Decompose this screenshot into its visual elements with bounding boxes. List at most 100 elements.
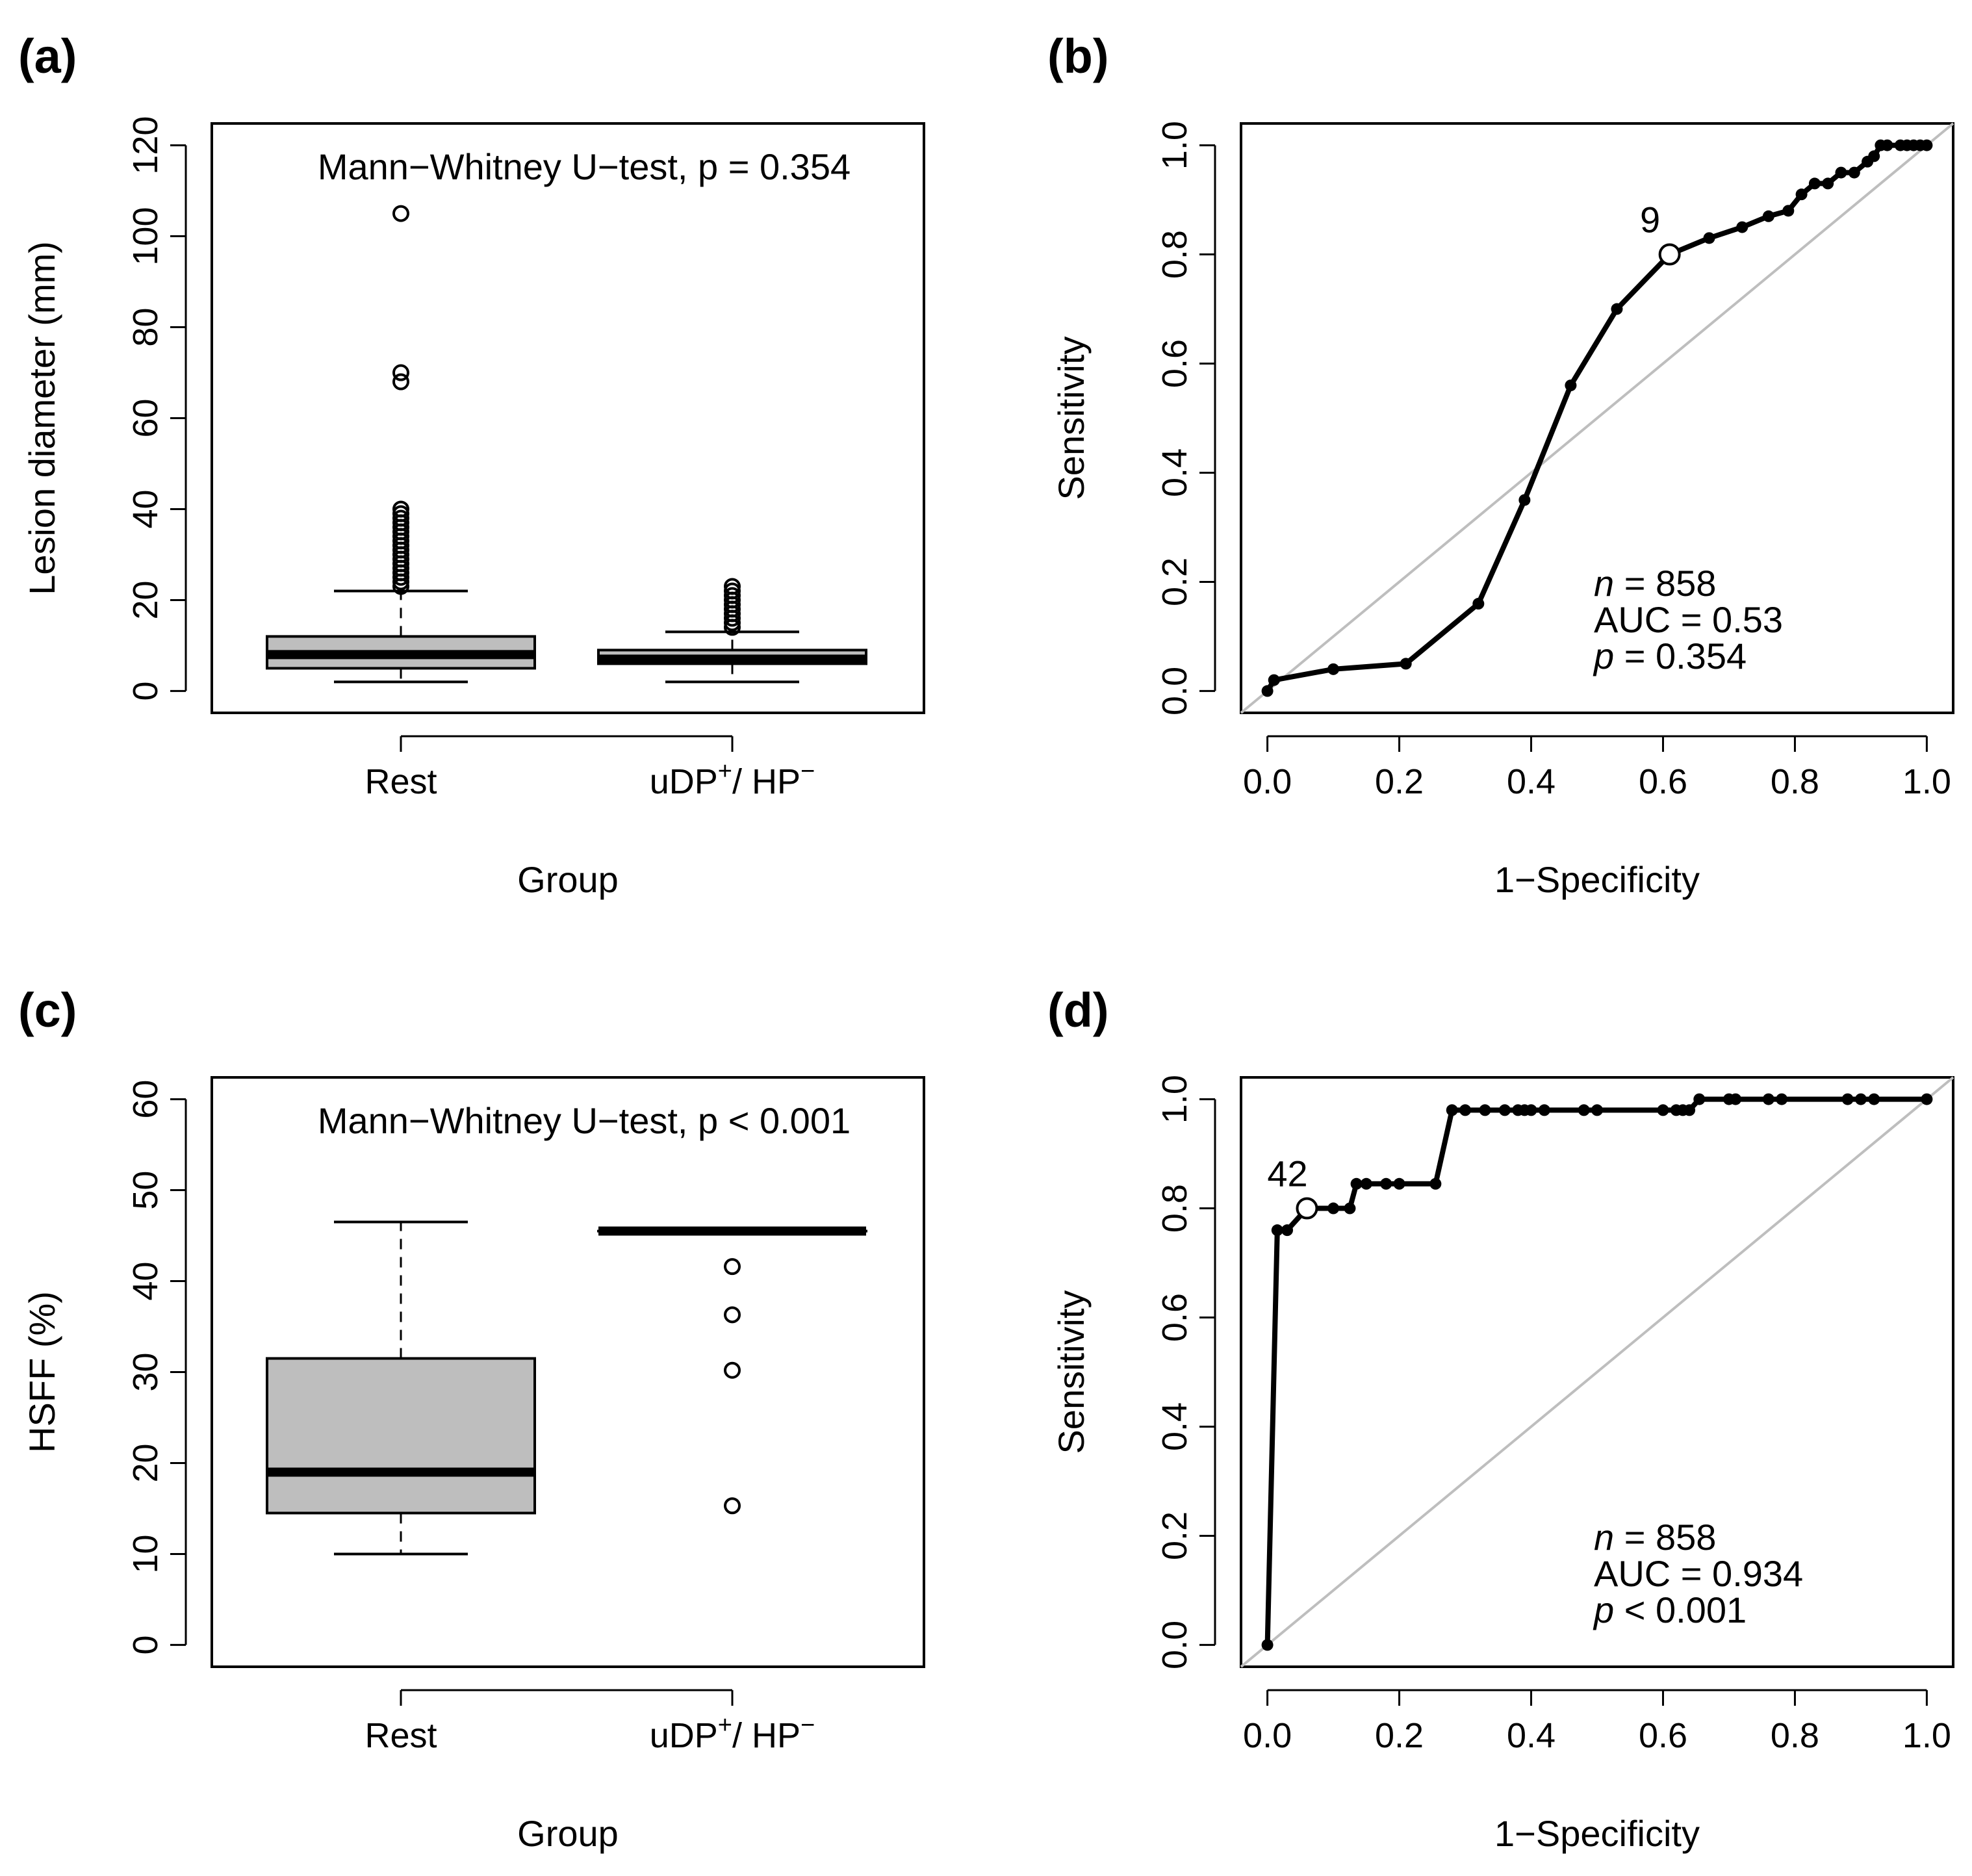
annotation-n-label: n (1594, 1517, 1614, 1558)
panel-a: (a) 0 20 40 60 80 100 120 Lesion diameter (mm) R… (18, 29, 925, 900)
x-axis-title: 1−Specificity (1494, 1813, 1700, 1854)
x-tick-label: 0.2 (1375, 1716, 1424, 1755)
roc-point (1400, 658, 1412, 670)
x-tick-label: 1.0 (1902, 1716, 1951, 1755)
y-tick-label: 20 (126, 580, 165, 619)
outlier-point (724, 1258, 741, 1276)
y-tick-label: 100 (126, 207, 165, 266)
x-tick-label: 0.6 (1639, 762, 1687, 801)
y-tick-label: 0.2 (1155, 1511, 1194, 1560)
x-tick-label-main2: / HP (732, 1716, 800, 1755)
roc-point (1479, 1104, 1491, 1116)
roc-point (1921, 1093, 1933, 1105)
annotation-n: n = 858 (1594, 563, 1716, 604)
x-tick-label-main2: / HP (732, 762, 800, 801)
x-tick-label: 0.0 (1243, 762, 1292, 801)
y-tick-label: 0 (126, 1635, 165, 1654)
box-group (597, 1226, 867, 1515)
plot-frame (1240, 122, 1954, 714)
x-tick-label-main: Rest (365, 762, 437, 801)
outlier-point (392, 205, 409, 222)
y-tick-label: 20 (126, 1443, 165, 1482)
roc-point (1281, 1224, 1294, 1237)
box-group (266, 205, 536, 684)
y-tick-label: 1.0 (1155, 121, 1194, 170)
roc-point (1525, 1104, 1537, 1116)
roc-point (1736, 221, 1748, 233)
x-tick-label-sup: + (718, 1712, 732, 1739)
roc-point (1360, 1177, 1372, 1190)
outlier-point (724, 587, 741, 604)
y-axis-title: Sensitivity (1051, 1290, 1092, 1454)
y-tick-label: 40 (126, 1261, 165, 1300)
cutoff-point (1658, 243, 1681, 266)
roc-point (1472, 598, 1485, 610)
y-tick-label: 0.0 (1155, 667, 1194, 715)
y-tick-label: 0.6 (1155, 1293, 1194, 1342)
annotation-p-value: = 0.354 (1614, 636, 1747, 676)
roc-point (1693, 1093, 1706, 1105)
y-axis: 0 10 20 30 40 50 60 (126, 1080, 187, 1654)
x-tick-label: Rest (365, 762, 437, 801)
roc-point (1684, 1104, 1696, 1116)
roc-point (1344, 1202, 1356, 1214)
roc-point (1841, 1093, 1854, 1105)
roc-point (1393, 1177, 1405, 1190)
outlier-point (392, 509, 409, 527)
roc-point (1762, 210, 1774, 222)
y-tick-label: 0 (126, 681, 165, 700)
outlier-point (392, 500, 409, 518)
roc-point (1565, 379, 1577, 392)
panel-label-d: (d) (1047, 983, 1109, 1037)
annotation-auc: AUC = 0.934 (1594, 1553, 1803, 1594)
roc-point (1350, 1177, 1363, 1190)
y-tick-label: 120 (126, 116, 165, 175)
x-axis-title: Group (517, 859, 619, 900)
x-tick-label-sup2: − (800, 1712, 815, 1739)
x-tick-label: uDP+/ HP− (650, 758, 815, 801)
y-tick-label: 60 (126, 398, 165, 437)
y-tick-label: 60 (126, 1080, 165, 1119)
test-annotation: Mann−Whitney U−test, p = 0.354 (318, 146, 851, 187)
roc-point (1921, 139, 1933, 151)
y-tick-label: 0.6 (1155, 339, 1194, 388)
x-tick-label: 0.4 (1507, 762, 1556, 801)
roc-point (1271, 1224, 1283, 1237)
annotation-p-label: p (1593, 636, 1614, 676)
annotation-n: n = 858 (1594, 1517, 1716, 1558)
roc-point (1261, 685, 1274, 697)
y-axis: 0.0 0.2 0.4 0.6 0.8 1.0 (1155, 1075, 1216, 1669)
roc-point (1538, 1104, 1550, 1116)
x-axis-title: Group (517, 1813, 619, 1854)
iqr-box (266, 1357, 536, 1515)
roc-point (1822, 177, 1834, 190)
x-axis-title: 1−Specificity (1494, 859, 1700, 900)
roc-point (1498, 1104, 1511, 1116)
roc-point (1835, 166, 1847, 179)
roc-point (1795, 188, 1808, 201)
roc-point (1808, 177, 1821, 190)
roc-point (1657, 1104, 1669, 1116)
outlier-point (392, 373, 409, 391)
roc-point (1703, 232, 1715, 244)
roc-point (1730, 1093, 1742, 1105)
roc-point (1848, 166, 1860, 179)
y-tick-label: 80 (126, 307, 165, 346)
x-tick-label: Rest (365, 1716, 437, 1755)
annotation-n-label: n (1594, 563, 1614, 604)
roc-point (1776, 1093, 1788, 1105)
panel-c: (c) 0 10 20 30 40 50 60 HSFF (%) Rest uDP+/ HP− Gr… (18, 983, 925, 1854)
box-group (597, 578, 867, 684)
annotation-p: p < 0.001 (1593, 1589, 1747, 1630)
annotation-p: p = 0.354 (1593, 636, 1747, 676)
roc-point (1261, 1639, 1274, 1651)
y-axis-title: Sensitivity (1051, 336, 1092, 500)
y-tick-label: 40 (126, 489, 165, 528)
y-tick-label: 30 (126, 1352, 165, 1391)
cutoff-point (1296, 1197, 1318, 1220)
cutoff-label: 9 (1640, 199, 1660, 240)
plot-frame (211, 122, 925, 714)
